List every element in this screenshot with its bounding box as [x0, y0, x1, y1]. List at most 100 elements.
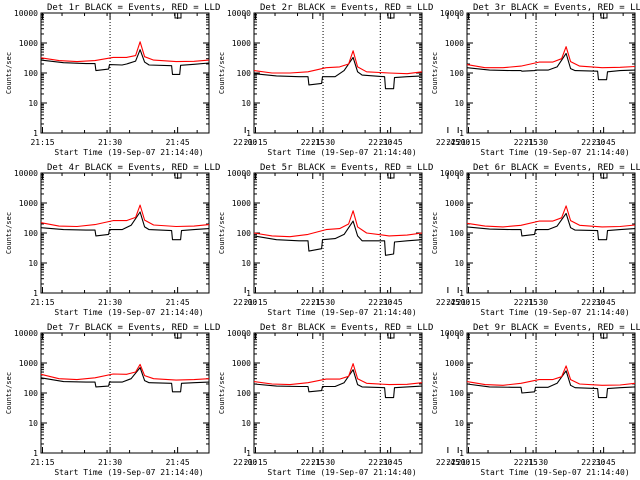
x-axis-label: Start Time (19-Sep-07 21:14:40) [480, 308, 629, 317]
y-axis-label: Counts/sec [5, 212, 13, 254]
x-tick-label: 21:45 [166, 458, 190, 467]
y-tick-label: 10000 [14, 9, 38, 18]
panel-title: Det 8r BLACK = Events, RED = LLD [260, 323, 433, 333]
panel-title: Det 9r BLACK = Events, RED = LLD [473, 323, 640, 333]
panel-title: Det 2r BLACK = Events, RED = LLD [260, 3, 433, 13]
x-tick-label: 22:30 [368, 138, 392, 147]
x-tick-label: 21:45 [379, 138, 403, 147]
x-tick-label: 22:15 [514, 138, 538, 147]
plot-frame [40, 332, 210, 454]
x-tick-label: 21:15 [243, 458, 267, 467]
y-tick-label: 100 [24, 389, 39, 398]
panel-title: Det 6r BLACK = Events, RED = LLD [473, 163, 640, 173]
y-tick-label: 100 [237, 229, 252, 238]
y-tick-label: 10 [241, 259, 251, 268]
y-tick-label: 10000 [227, 9, 251, 18]
panel-det-3r: Det 3r BLACK = Events, RED = LLD 21:15 21:… [431, 3, 640, 157]
panel-det-4r: Det 4r BLACK = Events, RED = LLD 21:15 21:… [5, 163, 460, 317]
plot-frame [40, 172, 210, 294]
panel-det-8r: Det 8r BLACK = Events, RED = LLD 21:15 21:… [218, 323, 606, 477]
x-tick-label: 22:30 [581, 458, 605, 467]
x-tick-label: 22:15 [301, 298, 325, 307]
y-tick-label: 10000 [440, 169, 464, 178]
lld-series-line [466, 365, 636, 386]
plot-frame [253, 172, 423, 294]
panel-title: Det 4r BLACK = Events, RED = LLD [47, 163, 220, 173]
y-tick-label: 1 [33, 449, 38, 458]
x-tick-label: 21:15 [456, 458, 480, 467]
y-tick-label: 1000 [19, 39, 38, 48]
y-tick-label: 10 [241, 419, 251, 428]
y-tick-label: 1 [246, 449, 251, 458]
x-tick-label: 22:45 [436, 298, 460, 307]
plot-frame [466, 12, 636, 134]
x-tick-label: 22:00 [446, 138, 470, 147]
x-tick-label: 22:00 [233, 298, 257, 307]
y-tick-label: 1000 [232, 199, 251, 208]
x-tick-label: 22:45 [436, 138, 460, 147]
x-tick-label: 21:30 [98, 458, 122, 467]
x-tick-label: 22:30 [368, 458, 392, 467]
x-tick-label: 22:30 [368, 298, 392, 307]
x-tick-label: 21:15 [30, 298, 54, 307]
x-tick-label: 21:30 [524, 458, 548, 467]
x-tick-label: 21:15 [30, 458, 54, 467]
y-tick-label: 1000 [232, 359, 251, 368]
y-axis-label: Counts/sec [218, 212, 226, 254]
x-tick-label: 21:30 [524, 138, 548, 147]
x-tick-label: 22:30 [581, 298, 605, 307]
y-tick-label: 1000 [232, 39, 251, 48]
x-axis-label: Start Time (19-Sep-07 21:14:40) [480, 468, 629, 477]
y-axis-label: Counts/sec [431, 52, 439, 94]
y-tick-label: 1 [246, 289, 251, 298]
y-tick-label: 10 [454, 419, 464, 428]
x-axis-label: Start Time (19-Sep-07 21:14:40) [267, 148, 416, 157]
y-tick-label: 10000 [440, 329, 464, 338]
x-tick-label: 21:45 [379, 458, 403, 467]
x-tick-label: 22:00 [233, 458, 257, 467]
x-tick-label: 21:30 [98, 298, 122, 307]
x-tick-label: 21:30 [98, 138, 122, 147]
x-tick-label: 22:30 [581, 138, 605, 147]
y-tick-label: 1 [33, 129, 38, 138]
events-series-line [253, 220, 423, 256]
lld-series-line [466, 46, 636, 69]
lld-series-line [40, 363, 210, 381]
y-tick-label: 100 [450, 389, 465, 398]
y-tick-label: 10 [454, 259, 464, 268]
y-tick-label: 10 [28, 419, 38, 428]
plot-frame [40, 12, 210, 134]
panel-det-1r: Det 1r BLACK = Events, RED = LLD 21:15 21:… [5, 3, 460, 157]
y-axis-label: Counts/sec [5, 52, 13, 94]
plot-frame [466, 332, 636, 454]
x-axis-label: Start Time (19-Sep-07 21:14:40) [480, 148, 629, 157]
y-tick-label: 100 [450, 229, 465, 238]
y-tick-label: 10000 [14, 169, 38, 178]
panel-title: Det 3r BLACK = Events, RED = LLD [473, 3, 640, 13]
plot-frame [466, 172, 636, 294]
x-axis-label: Start Time (19-Sep-07 21:14:40) [267, 468, 416, 477]
panel-title: Det 1r BLACK = Events, RED = LLD [47, 3, 220, 13]
y-tick-label: 100 [237, 69, 252, 78]
x-tick-label: 21:15 [243, 138, 267, 147]
y-tick-label: 10000 [440, 9, 464, 18]
x-tick-label: 21:45 [592, 298, 616, 307]
panel-title: Det 7r BLACK = Events, RED = LLD [47, 323, 220, 333]
x-tick-label: 21:15 [456, 138, 480, 147]
lld-series-line [253, 363, 423, 386]
x-axis-label: Start Time (19-Sep-07 21:14:40) [54, 468, 203, 477]
panel-det-7r: Det 7r BLACK = Events, RED = LLD 21:15 21:… [5, 323, 460, 477]
y-tick-label: 100 [24, 69, 39, 78]
y-tick-label: 1 [33, 289, 38, 298]
x-tick-label: 21:45 [166, 298, 190, 307]
x-tick-label: 21:15 [30, 138, 54, 147]
events-series-line [466, 52, 636, 81]
x-tick-label: 21:15 [243, 298, 267, 307]
y-tick-label: 10 [454, 99, 464, 108]
x-tick-label: 21:30 [311, 138, 335, 147]
lld-series-line [40, 41, 210, 63]
events-series-line [466, 212, 636, 241]
lld-series-line [253, 50, 423, 75]
y-axis-label: Counts/sec [218, 372, 226, 414]
